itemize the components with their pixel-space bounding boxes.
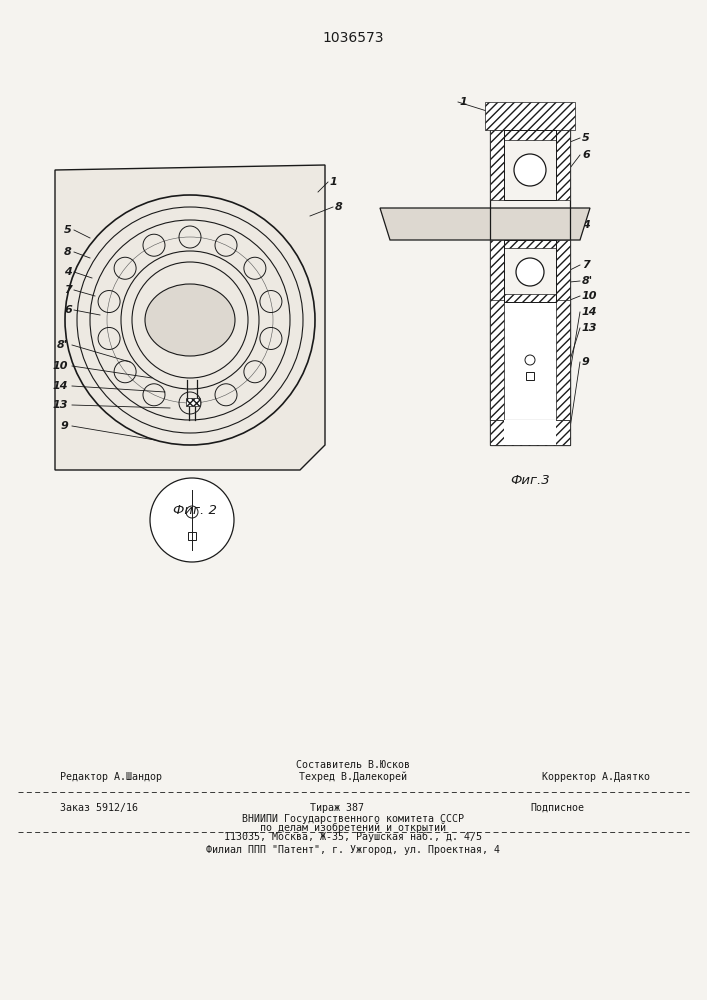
- Circle shape: [150, 478, 234, 562]
- Text: 5: 5: [582, 133, 590, 143]
- Bar: [504, 130, 556, 140]
- Text: u₂: u₂: [548, 437, 561, 447]
- Bar: [490, 420, 570, 445]
- Text: 1036573: 1036573: [322, 31, 384, 45]
- Text: 4: 4: [582, 220, 590, 230]
- Circle shape: [65, 195, 315, 445]
- Text: 113035, Москва, Ж-35, Раушская наб., д. 4/5: 113035, Москва, Ж-35, Раушская наб., д. …: [224, 832, 482, 842]
- Bar: [556, 240, 570, 302]
- Bar: [504, 130, 556, 200]
- Text: 13: 13: [52, 400, 68, 410]
- Circle shape: [514, 154, 546, 186]
- Text: 5: 5: [64, 225, 72, 235]
- Bar: [186, 398, 200, 406]
- Text: 14: 14: [52, 381, 68, 391]
- Text: 6: 6: [582, 150, 590, 160]
- Text: Фиг. 2: Фиг. 2: [173, 504, 217, 516]
- Text: 8': 8': [57, 340, 68, 350]
- Text: 10: 10: [52, 361, 68, 371]
- Text: 9: 9: [582, 357, 590, 367]
- Text: 1: 1: [330, 177, 338, 187]
- Bar: [188, 532, 196, 540]
- Bar: [504, 294, 556, 302]
- Text: Техред В.Далекорей: Техред В.Далекорей: [299, 771, 407, 782]
- Text: Фиг.3: Фиг.3: [510, 474, 550, 487]
- Bar: [504, 240, 556, 302]
- Text: Заказ 5912/16: Заказ 5912/16: [60, 803, 138, 813]
- Text: по делам изобретений и открытий: по делам изобретений и открытий: [260, 823, 446, 833]
- Circle shape: [525, 355, 535, 365]
- Text: Корректор А.Даятко: Корректор А.Даятко: [542, 772, 650, 782]
- Bar: [490, 300, 570, 420]
- Text: 13: 13: [582, 323, 597, 333]
- Bar: [490, 300, 504, 420]
- Bar: [490, 105, 570, 445]
- Text: ВНИИПИ Государственного комитета СССР: ВНИИПИ Государственного комитета СССР: [242, 814, 464, 824]
- Polygon shape: [55, 165, 325, 470]
- Bar: [490, 130, 504, 200]
- Text: 8': 8': [582, 276, 593, 286]
- Text: 1: 1: [460, 97, 468, 107]
- Bar: [504, 240, 556, 248]
- Text: Редактор А.Шандор: Редактор А.Шандор: [60, 772, 162, 782]
- Text: 14: 14: [582, 307, 597, 317]
- Bar: [556, 130, 570, 200]
- Bar: [490, 240, 504, 302]
- Text: Тираж 387: Тираж 387: [310, 803, 364, 813]
- Text: 8: 8: [335, 202, 343, 212]
- Bar: [556, 300, 570, 420]
- Bar: [485, 102, 575, 130]
- Text: 7: 7: [582, 260, 590, 270]
- Text: Подписное: Подписное: [530, 803, 584, 813]
- Circle shape: [516, 258, 544, 286]
- Ellipse shape: [145, 284, 235, 356]
- Text: 10: 10: [582, 291, 597, 301]
- Text: 7: 7: [64, 285, 72, 295]
- Polygon shape: [380, 208, 590, 240]
- Text: 4: 4: [64, 267, 72, 277]
- Text: 9: 9: [60, 421, 68, 431]
- Bar: [526, 372, 534, 380]
- Text: 6: 6: [64, 305, 72, 315]
- Text: Составитель В.Юсков: Составитель В.Юсков: [296, 760, 410, 770]
- Text: 8: 8: [64, 247, 72, 257]
- Text: Филиал ППП "Патент", г. Ужгород, ул. Проектная, 4: Филиал ППП "Патент", г. Ужгород, ул. Про…: [206, 845, 500, 855]
- Bar: [504, 420, 556, 445]
